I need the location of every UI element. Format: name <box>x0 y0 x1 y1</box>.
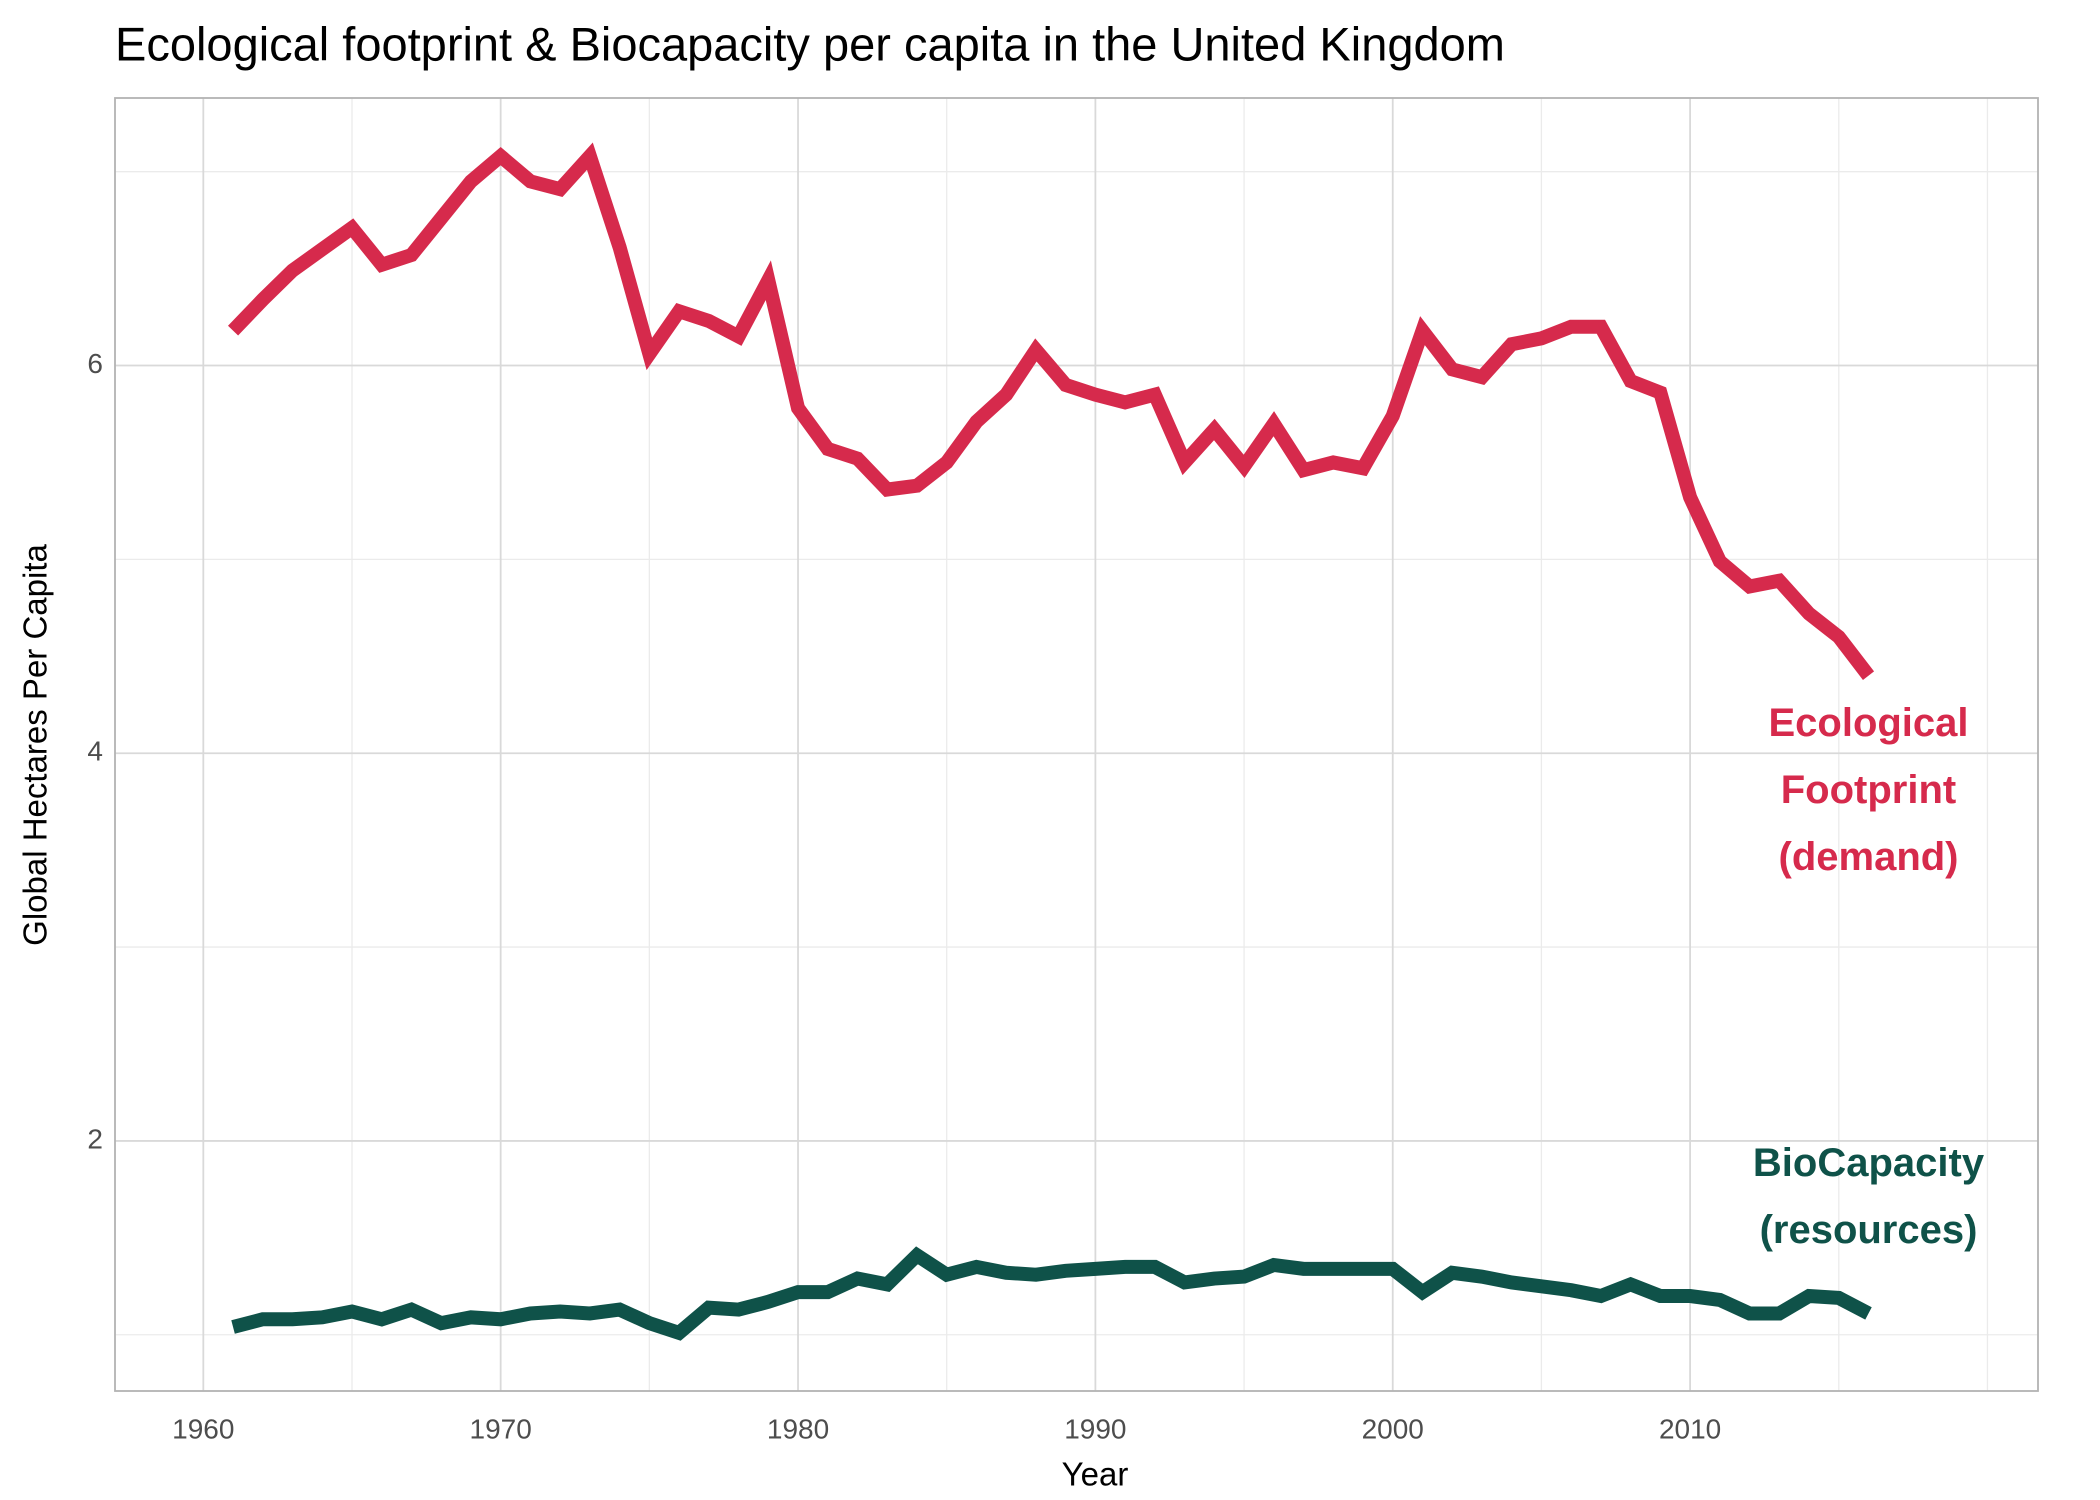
x-tick-label: 1990 <box>1064 1413 1126 1444</box>
chart-title: Ecological footprint & Biocapacity per c… <box>115 17 1505 70</box>
x-axis-title: Year <box>1062 1456 1129 1493</box>
x-tick-label: 1970 <box>470 1413 532 1444</box>
y-tick-label: 4 <box>87 736 103 767</box>
series-line <box>227 142 1875 680</box>
x-tick-label: 1960 <box>172 1413 234 1444</box>
series-line <box>231 1246 1872 1341</box>
series-label: (resources) <box>1760 1208 1978 1252</box>
y-tick-label: 2 <box>87 1123 103 1154</box>
plot-border <box>114 97 2039 1392</box>
series-label: Ecological <box>1768 701 1968 745</box>
x-tick-label: 2010 <box>1659 1413 1721 1444</box>
series-label: (demand) <box>1779 835 1959 879</box>
y-tick-label: 6 <box>87 348 103 379</box>
series-label: Footprint <box>1781 768 1957 812</box>
x-tick-label: 1980 <box>767 1413 829 1444</box>
y-axis-title: Global Hectares Per Capita <box>17 544 54 946</box>
series-label: BioCapacity <box>1753 1141 1985 1185</box>
x-tick-label: 2000 <box>1362 1413 1424 1444</box>
